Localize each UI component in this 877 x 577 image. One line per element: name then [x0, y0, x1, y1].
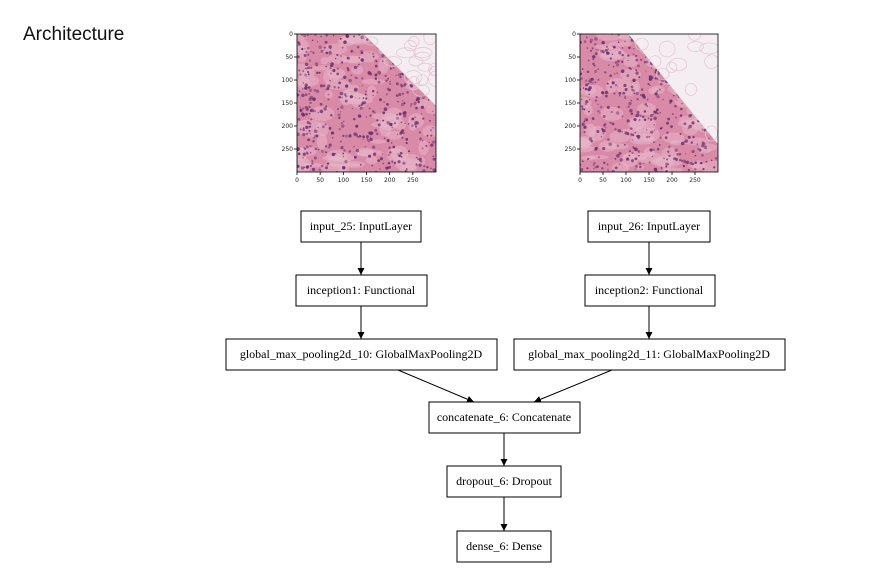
left-image-x-tick-label: 250 [407, 177, 419, 184]
node-input-26: input_26: InputLayer [587, 210, 711, 243]
left-image-y-tick-label: 0 [289, 31, 293, 38]
node-concatenate-6: concatenate_6: Concatenate [428, 401, 581, 434]
left-image-y-tick-label: 150 [282, 100, 294, 107]
node-gmp-10: global_max_pooling2d_10: GlobalMaxPoolin… [225, 338, 498, 371]
node-input-25: input_25: InputLayer [300, 210, 422, 243]
right-image-x-tick-label: 150 [643, 177, 655, 184]
histology-tissue-image [296, 33, 437, 173]
left-image-x-tick-label: 100 [338, 177, 350, 184]
edges [357, 242, 653, 531]
right-image-panel: 0 50 100 150 200 250 0 50 100 150 200 250 [565, 31, 719, 184]
left-image-x-tick-label: 200 [384, 177, 396, 184]
right-image-x-tick-label: 0 [578, 177, 582, 184]
right-image-x-tick-label: 200 [666, 177, 678, 184]
left-image-x-tick-label: 0 [295, 177, 299, 184]
node-gmp-10-label: global_max_pooling2d_10: GlobalMaxPoolin… [240, 347, 483, 361]
right-image-y-tick-label: 150 [565, 100, 577, 107]
left-image-panel: 0 50 100 150 200 250 0 50 100 150 200 250 [282, 31, 437, 184]
edge-gmp_11-to-concatenate_6 [533, 369, 613, 403]
right-image-y-tick-label: 200 [565, 123, 577, 130]
right-image-x-tick-label: 100 [620, 177, 632, 184]
node-dropout-6: dropout_6: Dropout [446, 465, 562, 498]
node-inception1-label: inception1: Functional [307, 283, 416, 297]
right-image-y-tick-label: 100 [565, 77, 577, 84]
left-image-y-tick-label: 250 [282, 146, 294, 153]
node-inception2-label: inception2: Functional [595, 283, 704, 297]
node-gmp-11: global_max_pooling2d_11: GlobalMaxPoolin… [513, 338, 786, 371]
left-image-y-tick-label: 50 [285, 54, 293, 61]
node-dense-6: dense_6: Dense [456, 530, 552, 563]
node-input-25-label: input_25: InputLayer [310, 219, 412, 233]
node-input-26-label: input_26: InputLayer [598, 219, 700, 233]
right-image-x-tick-label: 50 [599, 177, 607, 184]
node-dropout-6-label: dropout_6: Dropout [456, 474, 552, 488]
right-image-y-tick-label: 50 [568, 54, 576, 61]
left-image-y-tick-label: 200 [282, 123, 294, 130]
right-image-y-tick-label: 250 [565, 146, 577, 153]
node-dense-6-label: dense_6: Dense [466, 539, 542, 553]
left-image-x-tick-label: 150 [361, 177, 373, 184]
right-image-x-tick-label: 250 [689, 177, 701, 184]
page-title: Architecture [23, 24, 125, 45]
edge-gmp_10-to-concatenate_6 [397, 369, 475, 403]
left-image-axes: 0 50 100 150 200 250 0 50 100 150 200 250 [282, 31, 419, 184]
histology-tissue-image [579, 33, 719, 173]
node-inception2: inception2: Functional [584, 274, 716, 307]
right-image-y-tick-label: 0 [572, 31, 576, 38]
node-concatenate-6-label: concatenate_6: Concatenate [437, 410, 571, 424]
node-gmp-11-label: global_max_pooling2d_11: GlobalMaxPoolin… [528, 347, 770, 361]
node-inception1: inception1: Functional [295, 274, 428, 307]
left-image-y-tick-label: 100 [282, 77, 294, 84]
right-image-axes: 0 50 100 150 200 250 0 50 100 150 200 250 [565, 31, 701, 184]
left-image-x-tick-label: 50 [316, 177, 324, 184]
